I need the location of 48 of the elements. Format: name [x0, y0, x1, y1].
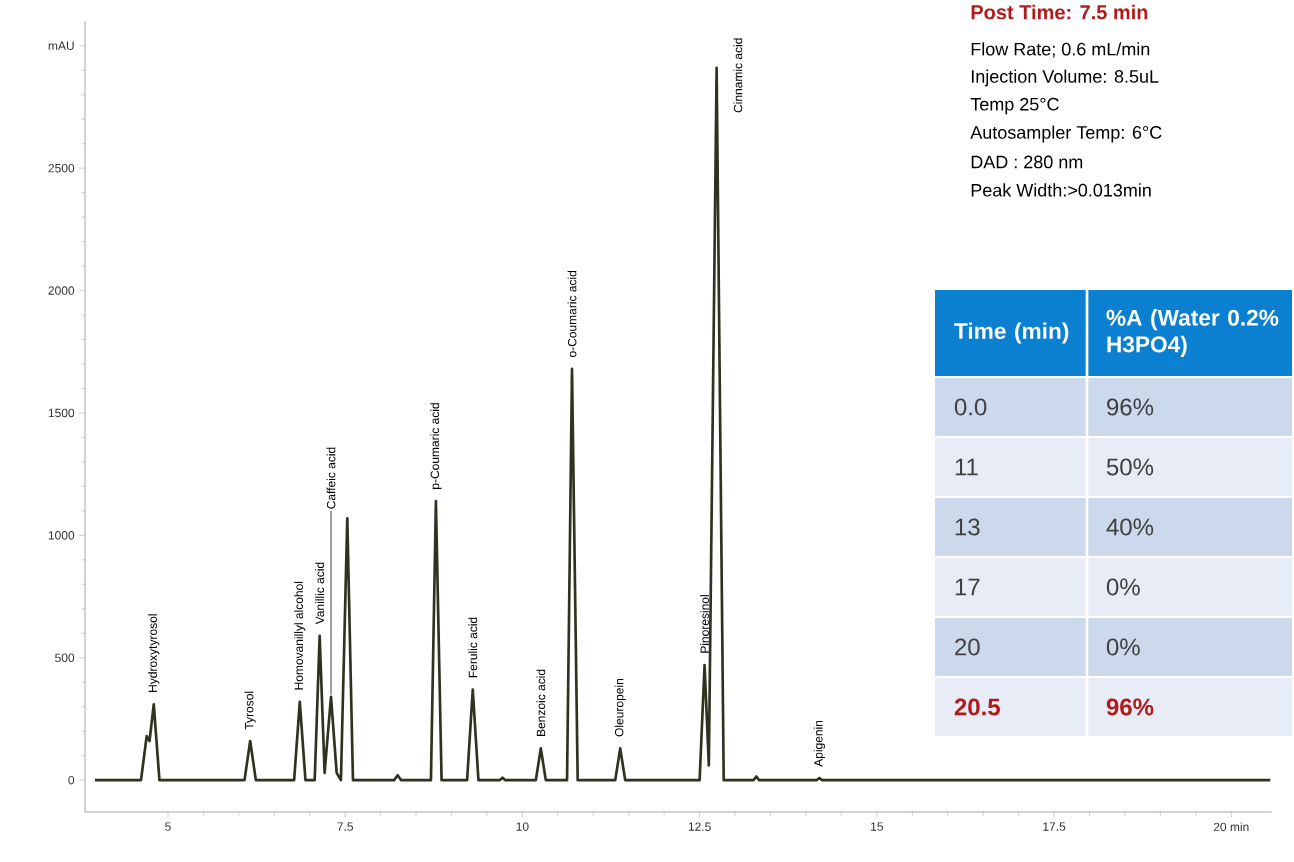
text: 96%	[1106, 698, 1154, 716]
annotation: o-Coumaric acid	[567, 270, 577, 358]
annotation: Tyrosol	[244, 691, 256, 730]
annotation: Temp 25°C	[970, 97, 1059, 115]
x-tick-label: 17.5	[1043, 822, 1066, 831]
y-tick-label: 1500	[48, 408, 75, 418]
category-label: 20	[955, 638, 980, 656]
y-tick-label: 1000	[48, 531, 75, 540]
category-label: 13	[955, 518, 980, 536]
text: 0%	[1106, 638, 1140, 656]
text: Post Time: 7.5 min	[971, 4, 1148, 20]
x-tick-label: 10	[516, 822, 529, 831]
x-tick-label: 5	[165, 822, 171, 831]
category-label: 11	[955, 458, 978, 476]
x-tick-label: 20 min	[1213, 822, 1249, 832]
y-tick-label: mAU	[48, 41, 74, 50]
category-label: %A (Water 0.2% H3PO4)	[1106, 309, 1279, 357]
annotation: Ferulic acid	[468, 617, 478, 678]
text: 40%	[1106, 518, 1154, 536]
annotation: Oleuropein	[614, 679, 626, 737]
annotation: DAD : 280 nm	[971, 155, 1083, 169]
x-tick-label: 7.5	[337, 822, 354, 831]
category-label: 20.5	[954, 698, 1000, 716]
annotation: Hydroxytyrosol	[148, 614, 160, 692]
annotation: Apigenin	[813, 720, 825, 767]
annotation: Flow Rate; 0.6 mL/min	[971, 42, 1150, 58]
annotation: Homovanillyl alcohol	[294, 581, 306, 690]
annotation: Caffeic acid	[326, 447, 336, 509]
y-tick-label: 2000	[48, 286, 75, 295]
category-label: 17	[955, 578, 980, 596]
annotation: Pinoresinol	[700, 595, 709, 653]
category-label: Time (min)	[954, 322, 1069, 344]
text: 0%	[1106, 578, 1140, 596]
annotation: Injection Volume: 8.5uL	[971, 69, 1159, 87]
y-tick-label: 0	[68, 775, 75, 785]
annotation: Cinnamic acid	[733, 38, 743, 113]
text: 50%	[1106, 458, 1154, 476]
text: 96%	[1107, 398, 1154, 416]
annotation: Autosampler Temp: 6°C	[970, 125, 1162, 143]
x-tick-label: 15	[871, 822, 883, 831]
annotation: p-Coumaric acid	[430, 403, 442, 489]
category-label: 0.0	[954, 398, 987, 416]
y-tick-label: 2500	[48, 163, 75, 173]
annotation: Peak Width:>0.013min	[971, 183, 1151, 197]
y-tick-label: 500	[55, 653, 75, 663]
annotation: Vanillic acid	[315, 562, 325, 625]
annotation: Benzoic acid	[536, 669, 546, 736]
x-tick-label: 12.5	[688, 822, 711, 831]
